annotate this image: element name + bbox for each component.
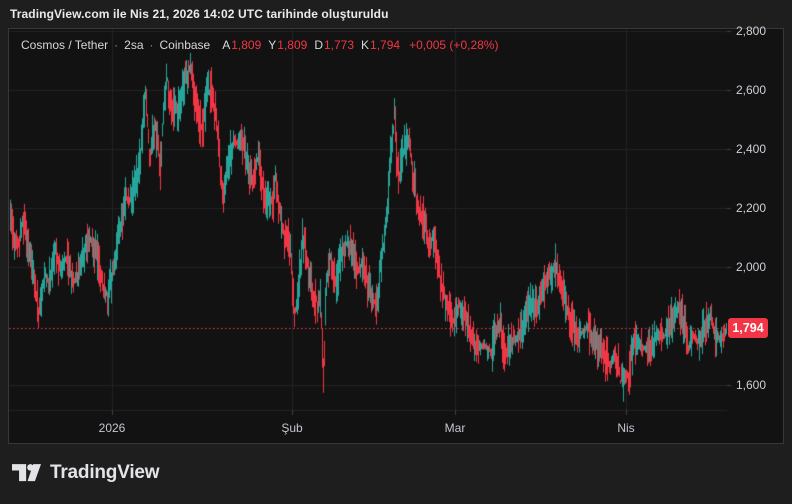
open-value: 1,809 bbox=[231, 37, 262, 52]
tradingview-logo-link[interactable]: TradingView bbox=[12, 457, 160, 489]
interval-label: 2sa bbox=[124, 37, 144, 52]
time-axis-label: Şub bbox=[281, 421, 303, 435]
low-value: 1,773 bbox=[323, 37, 355, 52]
time-axis-label: 2026 bbox=[98, 421, 126, 435]
price-axis-label: 2,800 bbox=[735, 24, 766, 38]
time-axis-label: Mar bbox=[444, 421, 466, 435]
chart-widget: Cosmos / Tether · 2sa · Coinbase A 1,809 … bbox=[8, 24, 784, 444]
legend-separator: · bbox=[114, 37, 119, 52]
current-price-tag: 1,794 bbox=[728, 317, 768, 338]
price-axis-label: 2,600 bbox=[735, 83, 766, 97]
chart-legend: Cosmos / Tether · 2sa · Coinbase A 1,809 … bbox=[21, 37, 498, 52]
legend-separator: · bbox=[149, 37, 154, 52]
price-axis-label: 2,400 bbox=[735, 142, 766, 156]
candlestick-chart-canvas[interactable] bbox=[9, 29, 783, 443]
high-value: 1,809 bbox=[277, 37, 308, 52]
price-axis-label: 2,000 bbox=[735, 260, 766, 274]
tradingview-logo-icon bbox=[12, 464, 41, 482]
price-axis-label: 1,600 bbox=[735, 378, 766, 392]
high-label: Y bbox=[268, 37, 277, 52]
time-axis-label: Nis bbox=[617, 421, 635, 435]
close-value: 1,794 bbox=[370, 37, 401, 52]
attribution-text: TradingView.com ile Nis 21, 2026 14:02 U… bbox=[10, 7, 389, 21]
open-label: A bbox=[222, 37, 231, 52]
change-value: +0,005 (+0,28%) bbox=[409, 37, 499, 52]
price-axis-label: 2,200 bbox=[735, 201, 766, 215]
low-label: D bbox=[314, 37, 323, 52]
close-label: K bbox=[361, 37, 370, 52]
tradingview-logo-text: TradingView bbox=[50, 462, 160, 483]
ohlc-values: A 1,809 Y 1,809 D 1,773 K 1,794 +0,005 (+0,2… bbox=[222, 38, 498, 52]
exchange-label: Coinbase bbox=[159, 37, 211, 52]
symbol-name: Cosmos / Tether bbox=[21, 37, 109, 52]
